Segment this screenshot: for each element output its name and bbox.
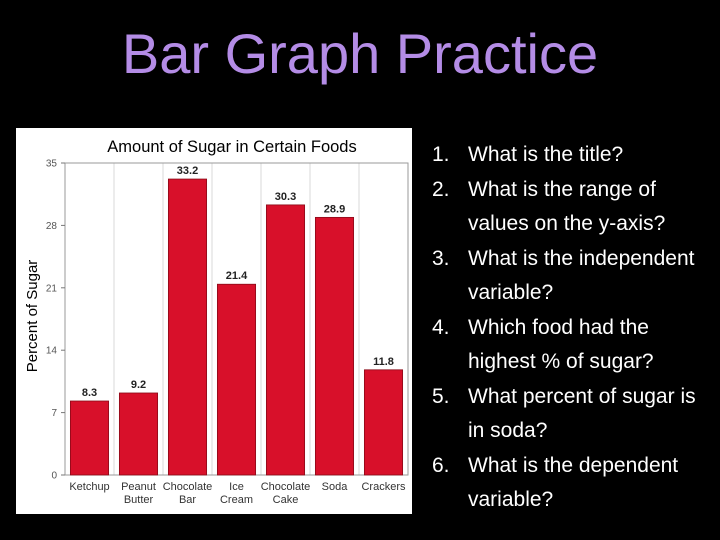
question-item: 2. What is the range of values on the y-a… <box>432 173 716 242</box>
question-text: What is the range of values on the y-axi… <box>468 177 666 236</box>
category-label: Soda <box>322 481 349 493</box>
question-number: 1. <box>432 143 450 166</box>
question-item: 3. What is the independent variable? <box>432 242 716 311</box>
question-text: What is the title? <box>468 143 624 166</box>
category-label: Butter <box>124 494 154 506</box>
bar <box>69 400 110 476</box>
question-item: 6. What is the dependent variable? <box>432 449 716 518</box>
question-item: 5. What percent of sugar is in soda? <box>432 380 716 449</box>
question-text: What is the dependent variable? <box>468 453 679 512</box>
y-tick-label: 7 <box>51 408 57 419</box>
y-tick-label: 14 <box>46 346 58 357</box>
data-label: 30.3 <box>275 191 296 203</box>
chart-panel: Amount of Sugar in Certain Foods 0 7 14 21 2… <box>16 128 412 514</box>
data-label: 33.2 <box>177 165 198 177</box>
bar <box>265 204 306 476</box>
category-label: Crackers <box>361 481 406 493</box>
category-label: Ice <box>229 481 244 493</box>
question-number: 5. <box>432 384 450 408</box>
question-text: What percent of sugar is in soda? <box>468 384 696 443</box>
category-label: Chocolate <box>163 481 213 493</box>
question-list: 1. What is the title? 2. What is the range … <box>432 138 716 518</box>
category-label: Peanut <box>121 481 156 493</box>
y-tick-label: 21 <box>46 283 58 294</box>
bar <box>314 216 355 476</box>
category-label: Bar <box>179 494 196 506</box>
data-label: 8.3 <box>82 387 97 399</box>
question-number: 4. <box>432 315 450 339</box>
question-text: Which food had the highest % of sugar? <box>468 315 654 374</box>
bar-chart: Amount of Sugar in Certain Foods 0 7 14 21 2… <box>46 138 409 506</box>
y-tick-label: 0 <box>51 471 57 482</box>
data-label: 21.4 <box>226 270 248 282</box>
question-number: 3. <box>432 246 450 270</box>
slide-title: Bar Graph Practice <box>121 22 599 85</box>
y-tick-label: 28 <box>46 221 58 232</box>
category-label: Ketchup <box>69 481 109 493</box>
y-axis-label-box: Percent of Sugar <box>20 230 44 402</box>
question-item: 1. What is the title? <box>432 138 716 173</box>
question-number: 2. <box>432 177 450 201</box>
data-label: 11.8 <box>373 356 394 368</box>
category-label: Chocolate <box>261 481 311 493</box>
bar <box>216 283 257 476</box>
y-axis-label: Percent of Sugar <box>24 260 41 373</box>
y-tick-label: 35 <box>46 159 58 170</box>
question-number: 6. <box>432 453 450 477</box>
data-label: 28.9 <box>324 203 345 215</box>
question-text: What is the independent variable? <box>468 246 695 305</box>
chart-title: Amount of Sugar in Certain Foods <box>107 138 356 156</box>
bar <box>167 178 208 476</box>
category-label: Cream <box>220 494 253 506</box>
data-label: 9.2 <box>131 379 146 391</box>
category-label: Cake <box>273 494 299 506</box>
bar <box>363 369 404 476</box>
bar <box>118 392 159 476</box>
question-item: 4. Which food had the highest % of sugar? <box>432 311 716 380</box>
